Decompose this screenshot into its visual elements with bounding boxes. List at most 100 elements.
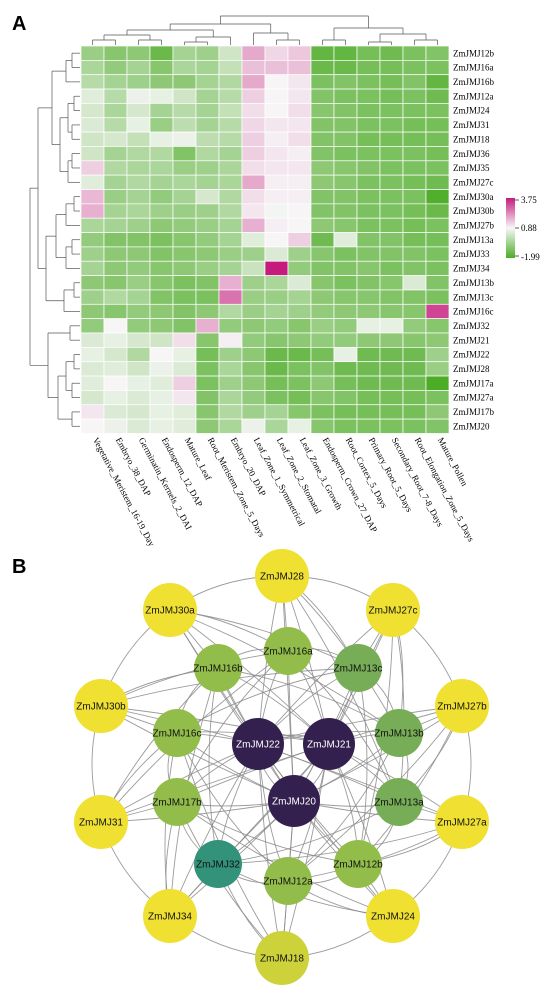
heatmap-cell [402,174,427,190]
network-node-circle [143,583,197,637]
heatmap-cell [103,174,128,190]
heatmap-cell [425,318,450,334]
heatmap-cell [356,174,381,190]
heatmap-cell [356,59,381,76]
network-node-label: ZmJMJ24 [371,912,415,923]
heatmap-cell [80,131,105,147]
heatmap-cell [195,146,220,162]
heatmap-cell [241,174,266,190]
heatmap-cell [264,246,289,262]
heatmap-cell [103,404,128,420]
network-node-label: ZmJMJ27c [369,606,418,617]
network-node-label: ZmJMJ13a [374,798,424,809]
heatmap-cell [402,375,427,391]
heatmap-cell [149,289,174,305]
heatmap-cell [333,45,358,61]
heatmap-cell [425,390,450,406]
heatmap-cell [402,303,427,319]
network-node-label: ZmJMJ13c [334,664,383,675]
heatmap-cell [425,174,450,190]
heatmap-cell [356,418,381,434]
heatmap-cell [333,59,358,76]
row-label: ZmJMJ13a [453,235,494,245]
heatmap-cell [149,203,174,219]
network-node: ZmJMJ27b [435,679,489,733]
heatmap-cell [333,418,358,434]
heatmap-cell [218,203,243,219]
heatmap-cell [264,332,289,348]
heatmap-cell [126,88,151,104]
heatmap-cell [241,88,266,104]
heatmap-cell [264,303,289,319]
heatmap-cell [80,246,105,262]
network-node-circle [334,840,382,888]
network-node-label: ZmJMJ28 [260,572,304,583]
heatmap-cell [356,189,381,205]
heatmap-cell [356,246,381,262]
heatmap-cell [241,303,266,319]
heatmap-cell [310,59,335,76]
heatmap-cell [149,361,174,377]
heatmap-cell [126,117,151,133]
heatmap-cell [402,289,427,305]
heatmap-cell [218,174,243,190]
heatmap-cell [264,117,289,133]
network-node-circle [264,857,312,905]
heatmap-cell [218,260,243,276]
heatmap-cell [379,217,404,233]
heatmap-cell [287,203,312,219]
heatmap-cell [80,390,105,406]
heatmap-cell [172,74,197,90]
heatmap-cell [172,375,197,391]
network-node: ZmJMJ17b [152,778,202,826]
heatmap-cell [218,59,243,76]
network-nodes: ZmJMJ28 ZmJMJ27c ZmJMJ27b ZmJMJ27a ZmJMJ24 Zm… [74,549,489,985]
heatmap-cell [425,117,450,133]
heatmap-cell [195,275,220,291]
heatmap-cell [310,418,335,434]
heatmap-cell [195,59,220,76]
heatmap-cell [195,347,220,363]
row-label: ZmJMJ16a [453,63,494,73]
column-labels: Vegetative_Meristem_16-19_DayEmbryo_38_D… [91,436,477,549]
heatmap-cell [241,217,266,233]
row-label: ZmJMJ27c [453,177,494,187]
heatmap-cell [172,146,197,162]
heatmap-cell [264,217,289,233]
row-dendrogram [29,52,80,427]
heatmap-cell [402,189,427,205]
heatmap-cell [356,232,381,248]
heatmap-cell [333,275,358,291]
heatmap-cell [287,59,312,76]
heatmap-cell [287,217,312,233]
heatmap-cell [126,361,151,377]
heatmap-cell [287,45,312,61]
row-label: ZmJMJ13c [453,292,494,302]
heatmap-cell [149,246,174,262]
heatmap-cell [103,361,128,377]
network-node: ZmJMJ16c [153,709,201,757]
heatmap-cell [241,289,266,305]
heatmap-cell [379,332,404,348]
heatmap-cell [172,404,197,420]
heatmap-cell [172,246,197,262]
heatmap-cell [103,131,128,147]
heatmap-cell [402,347,427,363]
heatmap-cell [333,390,358,406]
heatmap-cell [172,117,197,133]
network-node: ZmJMJ12b [333,840,383,888]
heatmap-cell [241,318,266,334]
heatmap-cell [241,332,266,348]
heatmap-cell [287,88,312,104]
row-label: ZmJMJ34 [453,264,490,274]
heatmap-cell [310,289,335,305]
row-label: ZmJMJ32 [453,321,490,331]
network-node-circle [153,778,201,826]
heatmap-cell [425,246,450,262]
heatmap-cell [218,289,243,305]
network-node-circle [375,778,423,826]
heatmap-cell [287,117,312,133]
heatmap-cell [287,347,312,363]
heatmap-cell [172,361,197,377]
network-node-label: ZmJMJ12b [333,860,383,871]
